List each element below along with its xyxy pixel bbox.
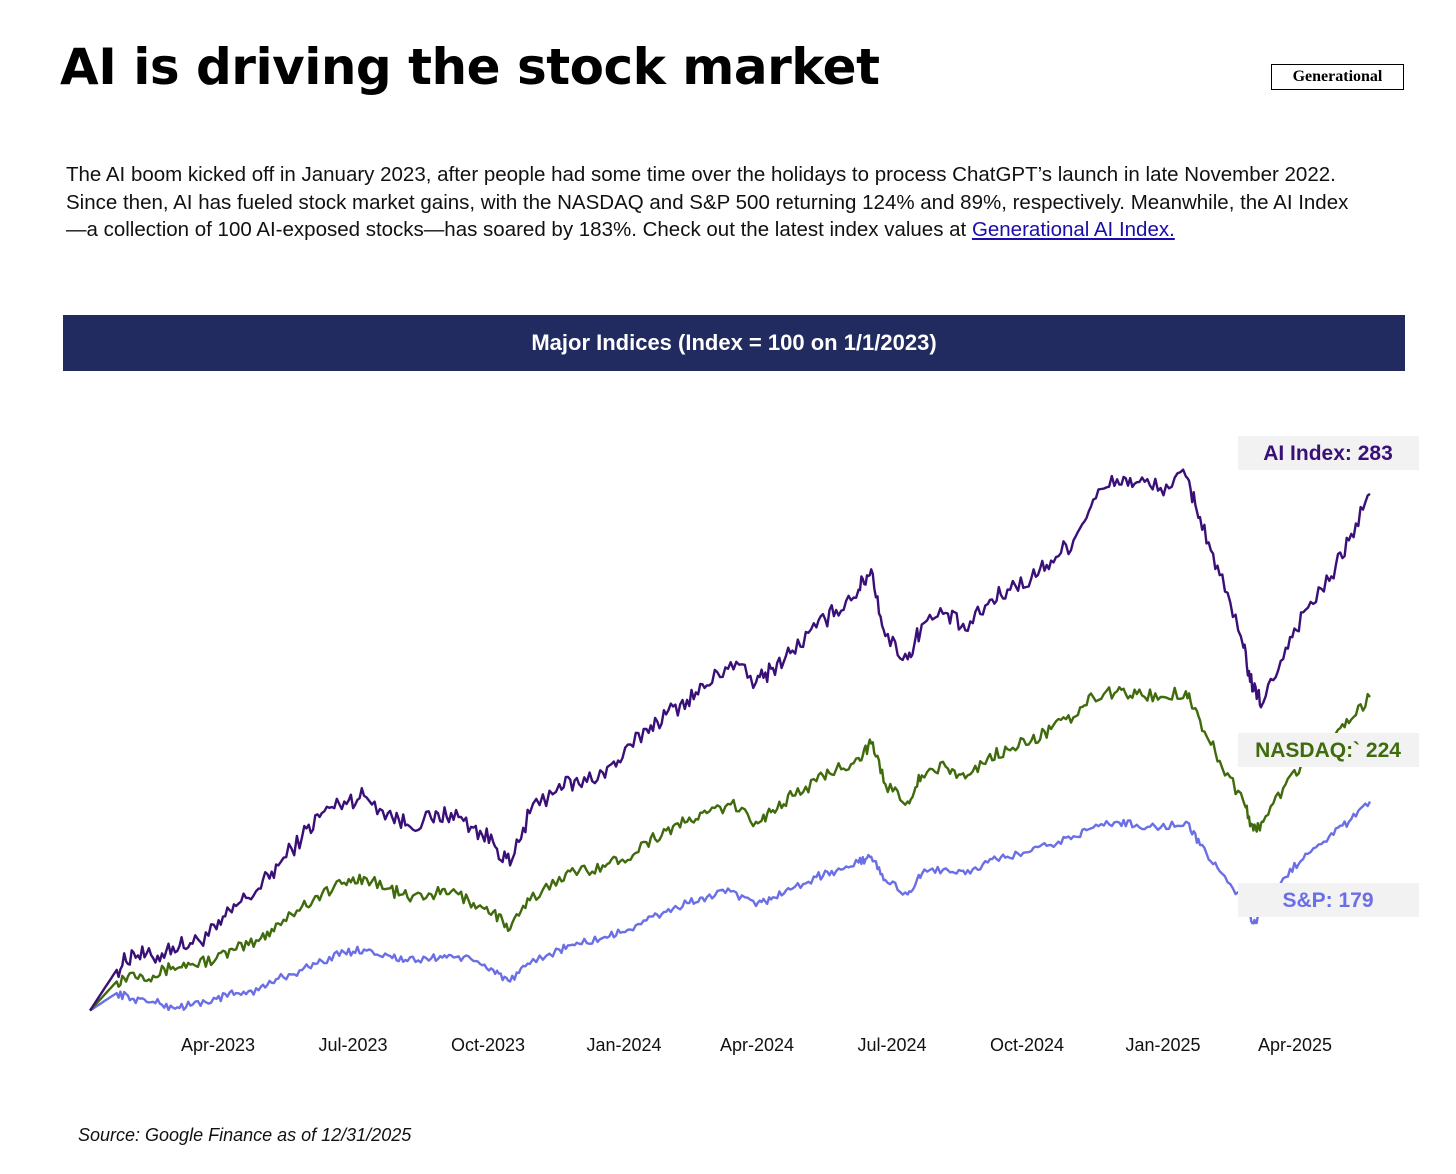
end-label-box: [1238, 733, 1419, 767]
generational-ai-index-link[interactable]: Generational AI Index.: [971, 218, 1175, 241]
x-tick-label: Jan-2025: [1125, 1035, 1200, 1055]
series-line-ai-index: [89, 468, 1371, 1012]
end-label-nasdaq: NASDAQ:` 224: [1238, 733, 1419, 767]
end-label-text: AI Index: 283: [1263, 442, 1393, 465]
x-tick-label: Jul-2024: [857, 1035, 926, 1055]
intro-paragraph: The AI boom kicked off in January 2023, …: [66, 161, 1366, 244]
intro-text: The AI boom kicked off in January 2023, …: [66, 163, 1349, 241]
source-note: Source: Google Finance as of 12/31/2025: [78, 1125, 412, 1145]
end-label-text: S&P: 179: [1282, 889, 1373, 912]
x-tick-label: Oct-2024: [990, 1035, 1064, 1055]
chart-title-banner: Major Indices (Index = 100 on 1/1/2023): [63, 315, 1405, 371]
end-label-s-p: S&P: 179: [1238, 883, 1419, 917]
series-line-s-p: [89, 800, 1372, 1012]
x-tick-label: Apr-2024: [720, 1035, 794, 1055]
x-tick-label: Apr-2025: [1258, 1035, 1332, 1055]
brand-logo: Generational: [1271, 64, 1404, 90]
end-label-ai-index: AI Index: 283: [1238, 436, 1419, 470]
end-labels: AI Index: 283 NASDAQ:` 224 S&P: 179: [1238, 436, 1419, 917]
x-tick-label: Jan-2024: [586, 1035, 661, 1055]
x-tick-label: Apr-2023: [181, 1035, 255, 1055]
end-label-box: [1238, 436, 1419, 470]
x-axis-ticks: Apr-2023 Jul-2023 Oct-2023 Jan-2024 Apr-2024…: [181, 1035, 1332, 1055]
line-chart: Apr-2023 Jul-2023 Oct-2023 Jan-2024 Apr-2024…: [89, 436, 1419, 1055]
page-title: AI is driving the stock market: [60, 38, 880, 96]
series-layer: [89, 468, 1372, 1012]
end-label-box: [1238, 883, 1419, 917]
x-tick-label: Jul-2023: [318, 1035, 387, 1055]
x-tick-label: Oct-2023: [451, 1035, 525, 1055]
end-label-text: NASDAQ:` 224: [1255, 739, 1401, 762]
series-line-nasdaq: [89, 686, 1371, 1012]
